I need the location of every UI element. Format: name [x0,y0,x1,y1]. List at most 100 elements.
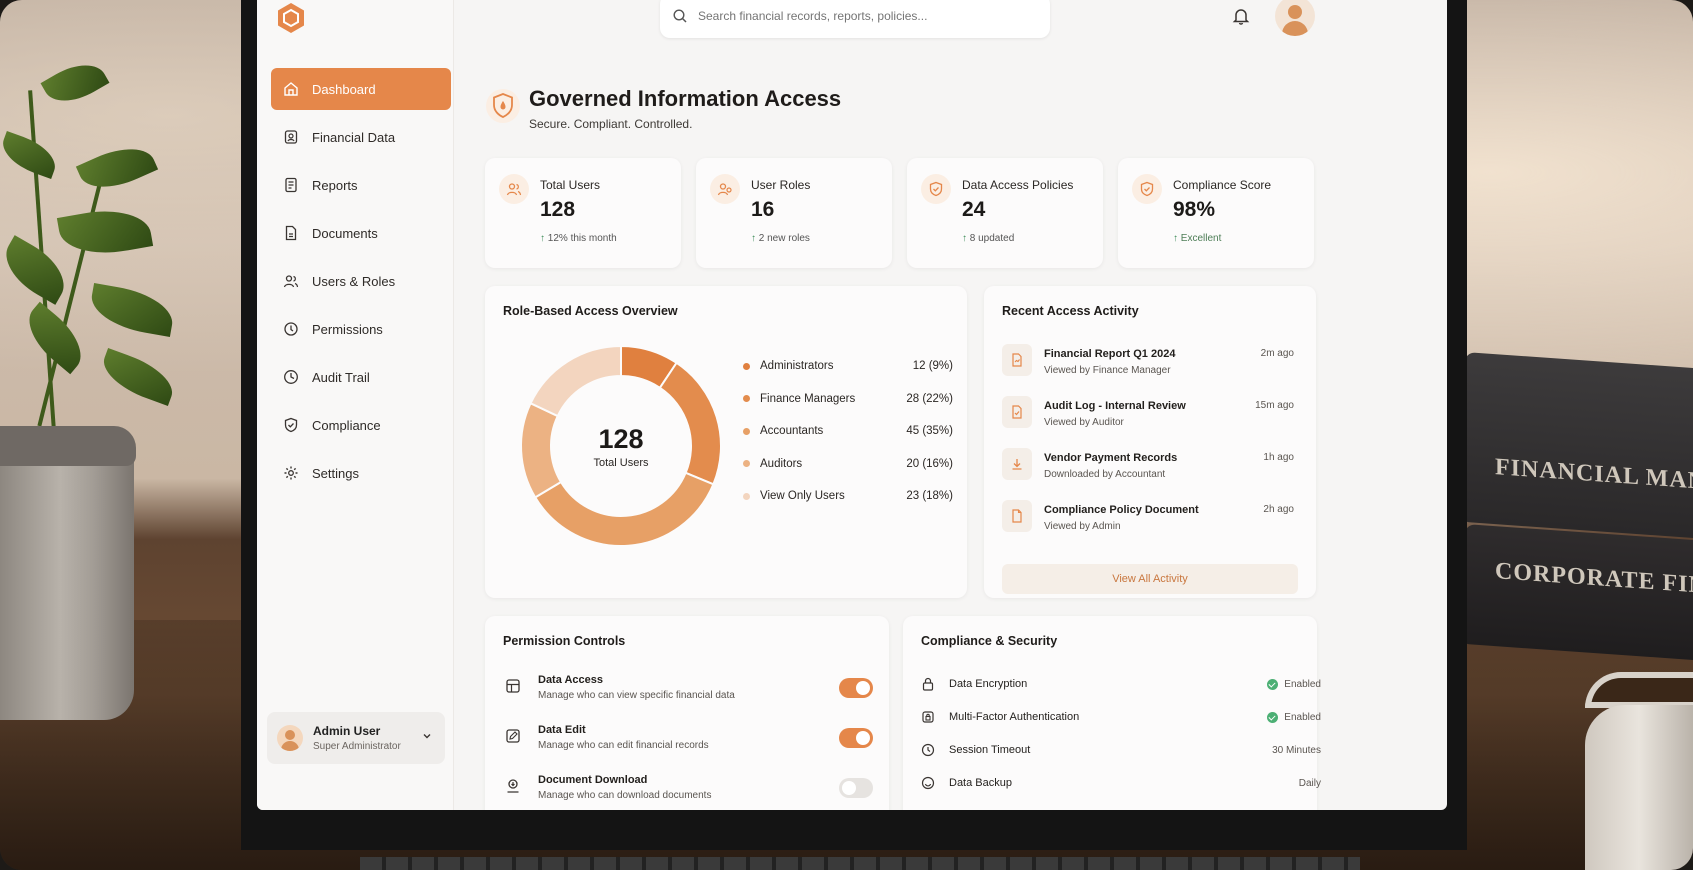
legend-item: Auditors 20 (16%) [743,448,953,481]
user-profile-menu[interactable]: Admin User Super Administrator [267,712,445,764]
avatar[interactable] [1275,0,1315,36]
gear-icon [284,466,298,480]
search-input[interactable] [698,9,1018,23]
document-download-toggle[interactable] [839,778,873,798]
legend-swatch [743,395,750,403]
shield-drop-icon [486,89,520,123]
database-icon [506,679,520,693]
book-title: CORPORATE FINANC [1495,558,1693,603]
report-icon [285,177,297,193]
sidebar-item-compliance[interactable]: Compliance [271,404,451,446]
stat-delta-text: Excellent [1180,233,1222,244]
list-item[interactable]: Audit Log - Internal Review Viewed by Au… [1002,394,1298,438]
search-bar[interactable] [660,0,1050,38]
stat-value: 128 [540,198,576,221]
data-access-toggle[interactable] [839,678,873,698]
activity-subtitle: Downloaded by Accountant [1044,469,1166,480]
legend-value: 12 (9%) [912,360,953,373]
sidebar-item-financial-data[interactable]: Financial Data [271,116,451,158]
donut-center: 128 Total Users [516,341,726,551]
chart-legend: Administrators 12 (9%) Finance Managers 28 … [743,350,953,513]
mug-rim [1585,672,1693,708]
permission-row-document-download: Document Download Manage who can downloa… [503,770,873,810]
compliance-row-data-encryption: Data Encryption Enabled [921,672,1321,696]
sidebar-item-reports[interactable]: Reports [271,164,451,206]
coffee-mug [1585,705,1693,870]
legend-item: View Only Users 23 (18%) [743,480,953,513]
compliance-label: Data Backup [949,777,1012,789]
legend-label: Administrators [760,360,834,373]
financial-data-icon [284,130,298,144]
sidebar-item-permissions[interactable]: Permissions [271,308,451,350]
activity-subtitle: Viewed by Finance Manager [1044,365,1171,376]
sidebar-item-users-roles[interactable]: Users & Roles [271,260,451,302]
stat-value: 24 [962,198,986,221]
donut-chart [520,344,722,547]
activity-title: Vendor Payment Records [1044,452,1178,464]
compliance-label: Session Timeout [949,744,1031,756]
legend-value: 28 (22%) [906,392,953,405]
list-item[interactable]: Vendor Payment Records Downloaded by Acc… [1002,446,1298,490]
users-icon [283,275,299,288]
clock-icon [284,370,298,384]
view-all-activity-button[interactable]: View All Activity [1002,564,1298,594]
donut-center-label: Total Users [593,456,649,469]
list-item[interactable]: Financial Report Q1 2024 Viewed by Finan… [1002,342,1298,386]
shield-check-icon [921,174,951,204]
activity-title: Financial Report Q1 2024 [1044,348,1176,360]
sidebar-item-documents[interactable]: Documents [271,212,451,254]
legend-value: 20 (16%) [906,457,953,470]
donut-center-value: 128 [598,423,644,454]
backup-icon [921,776,935,790]
sidebar-item-settings[interactable]: Settings [271,452,451,494]
compliance-value: Daily [1298,777,1321,789]
compliance-row-session-timeout: Session Timeout 30 Minutes [921,738,1321,762]
bell-icon[interactable] [1231,6,1251,26]
legend-value: 23 (18%) [906,490,953,503]
sidebar-item-audit-trail[interactable]: Audit Trail [271,356,451,398]
audit-doc-icon [1002,396,1032,428]
permissions-icon [284,322,298,336]
permission-title: Data Edit [538,724,586,736]
stat-delta-text: 12% this month [547,233,617,244]
sidebar-item-label: Permissions [312,321,383,337]
stat-delta-text: 8 updated [969,233,1015,244]
donut-slice-view-only-users[interactable] [529,344,622,418]
legend-label: Auditors [760,457,803,470]
legend-item: Administrators 12 (9%) [743,350,953,383]
stat-label: Data Access Policies [962,178,1074,192]
sidebar-item-label: Audit Trail [312,369,370,385]
section-title: Role-Based Access Overview [503,304,678,318]
sidebar-item-dashboard[interactable]: Dashboard [271,68,451,110]
chevron-down-icon[interactable] [421,730,433,742]
user-name: Admin User [313,724,381,738]
recent-activity-card: Recent Access Activity Financial Report … [984,286,1316,598]
stat-card-total-users: Total Users 128 ↑ 12% this month [485,158,681,268]
hexagon-logo-icon[interactable] [275,2,307,34]
sidebar-item-label: Documents [312,225,378,241]
check-circle-icon [1267,711,1279,723]
stat-delta: ↑ 12% this month [540,233,617,244]
permission-controls-card: Permission Controls Data Access Manage w… [485,616,889,810]
user-role: Super Administrator [313,741,401,752]
home-icon [284,82,298,96]
stat-label: Total Users [540,178,601,192]
sidebar-item-label: Reports [312,177,358,193]
sidebar-item-label: Dashboard [312,81,376,97]
legend-swatch [743,427,750,435]
arrow-up-icon: ↑ [962,233,967,244]
stat-card-data-access-policies: Data Access Policies 24 ↑ 8 updated [907,158,1103,268]
stat-card-compliance-score: Compliance Score 98% ↑ Excellent [1118,158,1314,268]
sidebar-item-label: Compliance [312,417,381,433]
compliance-value: Enabled [1284,711,1321,723]
page-subtitle: Secure. Compliant. Controlled. [529,117,693,131]
legend-swatch [743,362,750,370]
compliance-row-data-backup: Data Backup Daily [921,771,1321,795]
list-item[interactable]: Compliance Policy Document Viewed by Adm… [1002,498,1298,542]
check-circle-icon [1267,678,1279,690]
data-edit-toggle[interactable] [839,728,873,748]
stat-delta: ↑ 2 new roles [751,233,810,244]
section-title: Permission Controls [503,634,626,648]
legend-swatch [743,492,750,500]
legend-item: Finance Managers 28 (22%) [743,383,953,416]
